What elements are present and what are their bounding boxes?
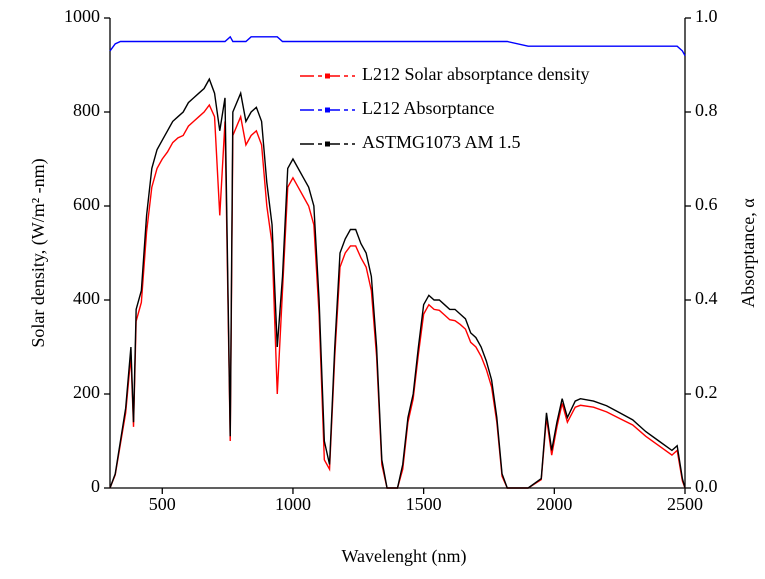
y-tick-label: 1000 [64,6,100,26]
series-line [109,103,686,489]
series-line [109,35,686,56]
x-tick-label: 1000 [275,494,311,514]
y2-tick-label: 1.0 [695,6,718,26]
legend-marker [325,107,330,113]
y-axis-title: Solar density, (W/m² -nm) [28,158,49,347]
x-tick-label: 2500 [667,494,703,514]
y2-tick-label: 0.0 [695,476,718,496]
y-tick-label: 800 [73,100,100,120]
y2-axis-title: Absorptance, α [738,198,758,308]
series-line [109,77,686,489]
x-tick-label: 500 [149,494,176,514]
x-tick-label: 1500 [406,494,442,514]
y-tick-label: 200 [73,382,100,402]
y-tick-label: 0 [91,476,100,496]
y2-tick-label: 0.6 [695,194,718,214]
legend-label: L212 Solar absorptance density [362,64,589,84]
y2-tick-label: 0.2 [695,382,718,402]
y-tick-label: 600 [73,194,100,214]
x-axis-title: Wavelenght (nm) [341,546,466,567]
legend-marker [325,141,330,147]
legend-marker [325,73,330,79]
x-tick-label: 2000 [536,494,572,514]
legend-label: L212 Absorptance [362,98,494,118]
y2-tick-label: 0.4 [695,288,718,308]
y2-tick-label: 0.8 [695,100,718,120]
y-tick-label: 400 [73,288,100,308]
legend-label: ASTMG1073 AM 1.5 [362,132,521,152]
